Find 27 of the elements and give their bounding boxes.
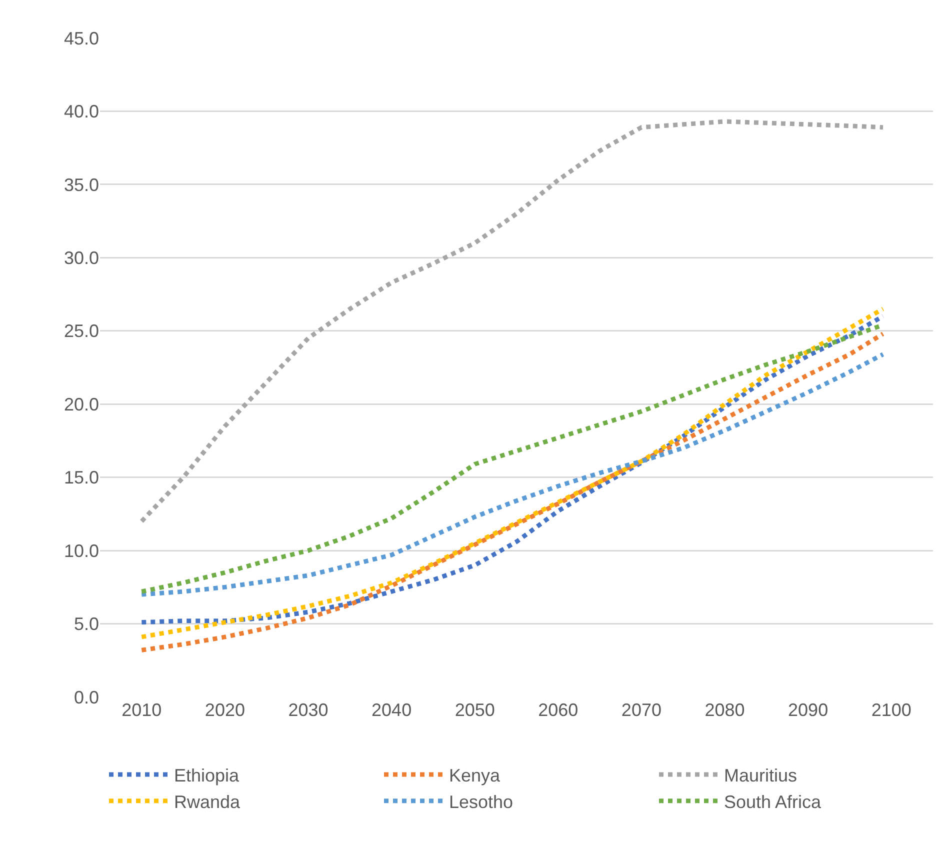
y-tick-label: 0.0 — [74, 687, 99, 708]
x-tick-label: 2060 — [538, 700, 578, 720]
legend-label: Lesotho — [449, 792, 514, 812]
line-series — [139, 119, 886, 524]
legend-label: Mauritius — [724, 766, 798, 786]
legend-label: South Africa — [724, 792, 822, 812]
legend-label: Rwanda — [174, 792, 242, 812]
x-tick-label: 2050 — [454, 700, 495, 720]
x-tick-label: 2090 — [788, 700, 828, 720]
legend-label: Ethiopia — [174, 766, 240, 786]
y-tick-label: 35.0 — [64, 174, 99, 195]
y-tick-label: 25.0 — [64, 321, 99, 342]
y-tick-label: 30.0 — [64, 248, 99, 268]
legend-label: Kenya — [449, 766, 502, 786]
x-tick-label: 2040 — [372, 700, 412, 720]
x-tick-label: 2070 — [621, 700, 662, 720]
y-tick-label: 10.0 — [64, 540, 99, 561]
x-tick-label: 2080 — [704, 700, 745, 720]
x-tick-label: 2010 — [122, 700, 162, 720]
x-tick-label: 2100 — [871, 700, 912, 720]
y-tick-label: 15.0 — [64, 468, 99, 488]
y-tick-label: 45.0 — [64, 28, 99, 48]
x-tick-label: 2020 — [204, 700, 245, 720]
y-tick-label: 40.0 — [64, 102, 99, 122]
x-tick-label: 2030 — [288, 700, 328, 720]
y-tick-label: 5.0 — [74, 614, 99, 634]
y-tick-label: 20.0 — [64, 394, 99, 414]
